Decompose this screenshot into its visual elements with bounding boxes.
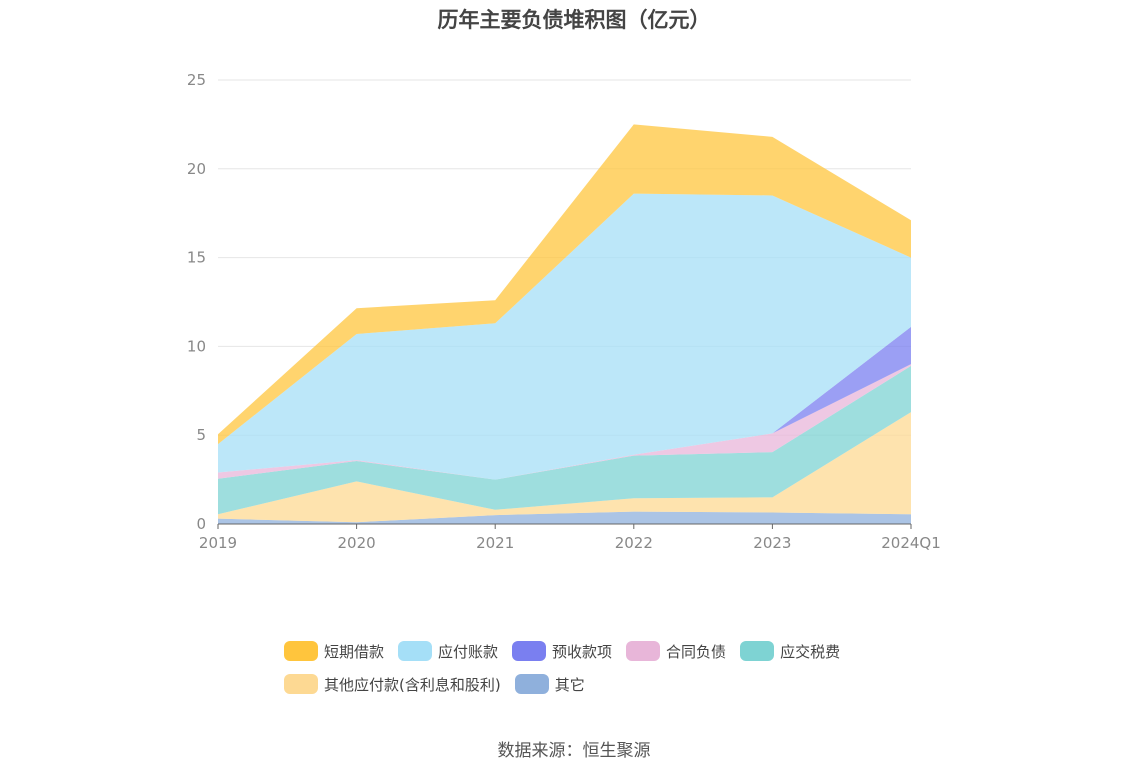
x-tick-label: 2019 — [199, 534, 237, 552]
area-series — [218, 412, 911, 523]
legend-label: 合同负债 — [666, 642, 727, 661]
y-tick-label: 15 — [187, 249, 206, 267]
x-tick-label: 2021 — [476, 534, 514, 552]
legend-item-accounts-payable[interactable]: 应付账款 — [398, 640, 498, 662]
legend-swatch — [284, 674, 318, 694]
legend-label: 应付账款 — [438, 642, 499, 661]
area-series — [218, 511, 911, 524]
legend-swatch — [514, 674, 549, 694]
legend-item-others[interactable]: 其它 — [514, 673, 585, 695]
chart-legend: 短期借款 应付账款 预收款项 合同负债 应交税费 其他应付款(含利息和股利) 其… — [284, 640, 924, 695]
data-source-note: 数据来源：恒生聚源 — [497, 741, 651, 761]
x-tick-label: 2024Q1 — [881, 534, 941, 552]
legend-item-taxes-payable[interactable]: 应交税费 — [740, 640, 840, 662]
area-series — [218, 193, 911, 480]
legend-swatch — [284, 641, 318, 661]
legend-item-short-term-loans[interactable]: 短期借款 — [284, 640, 384, 662]
y-tick-label: 10 — [187, 337, 206, 355]
x-tick-label: 2023 — [753, 534, 791, 552]
legend-label: 预收款项 — [552, 642, 613, 661]
chart-title: 历年主要负债堆积图（亿元） — [437, 8, 711, 32]
legend-item-other-payables[interactable]: 其他应付款(含利息和股利) — [284, 673, 501, 695]
legend-swatch — [398, 641, 433, 661]
y-tick-label: 0 — [196, 515, 206, 533]
x-tick-label: 2020 — [338, 534, 376, 552]
legend-label: 其它 — [554, 675, 585, 694]
y-tick-label: 20 — [187, 160, 206, 178]
area-series — [218, 365, 911, 515]
legend-label: 其他应付款(含利息和股利) — [324, 675, 501, 694]
y-tick-label: 25 — [187, 71, 206, 89]
stacked-area-chart: 0 5 10 15 20 25 2019 2020 2021 2022 2023 2024Q1 — [187, 71, 941, 552]
legend-item-contract-liabilities[interactable]: 合同负债 — [626, 640, 726, 662]
area-series — [218, 364, 911, 480]
legend-label: 短期借款 — [324, 642, 385, 661]
legend-label: 应交税费 — [780, 642, 841, 661]
x-tick-label: 2022 — [615, 534, 653, 552]
legend-swatch — [626, 641, 661, 661]
legend-swatch — [740, 641, 775, 661]
legend-item-advance-receipts[interactable]: 预收款项 — [512, 640, 612, 662]
y-tick-label: 5 — [196, 426, 206, 444]
legend-swatch — [512, 641, 547, 661]
